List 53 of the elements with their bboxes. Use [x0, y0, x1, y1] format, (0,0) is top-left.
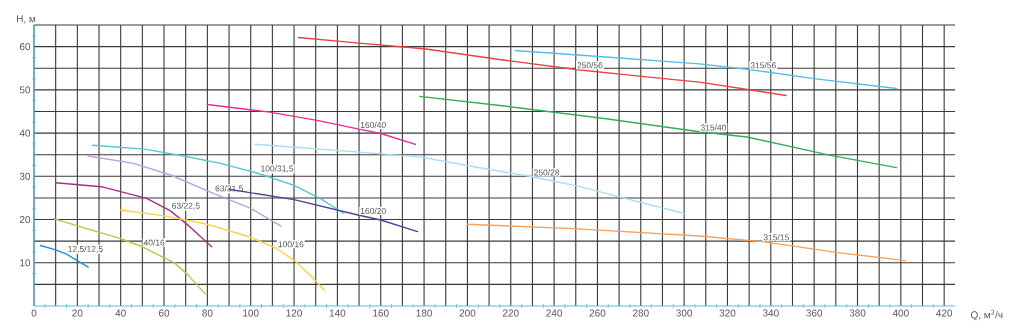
line-series	[419, 95, 898, 169]
x-tick-label: 140	[329, 309, 346, 317]
x-tick-label: 100	[243, 309, 259, 317]
line-series	[297, 36, 787, 97]
series-label: 100/31,5	[261, 165, 294, 173]
x-tick-label: 20	[72, 309, 83, 317]
y-tick-label: 30	[19, 172, 31, 180]
line-series	[52, 217, 206, 295]
x-tick-label: 240	[546, 309, 563, 317]
series-label: 12,5/12,5	[68, 245, 103, 253]
x-tick-label: 260	[589, 309, 606, 317]
line-series	[119, 209, 326, 291]
series-label: 315/15	[763, 234, 789, 241]
x-tick-label: 300	[676, 309, 693, 317]
series-label: 63/22,5	[172, 202, 200, 210]
line-series	[206, 103, 417, 146]
x-tick-label: 420	[936, 309, 953, 317]
y-tick-label: 40	[19, 129, 31, 137]
series-label: 315/40	[700, 124, 727, 131]
y-tick-label: 50	[19, 86, 31, 94]
series-label: 40/16	[143, 239, 165, 246]
line-series	[91, 144, 345, 215]
x-tick-label: 320	[719, 309, 736, 317]
x-tick-label: 0	[31, 309, 37, 317]
x-tick-label: 120	[286, 309, 302, 317]
x-tick-label: 200	[459, 309, 476, 317]
line-series	[514, 49, 898, 90]
x-tick-label: 60	[158, 309, 170, 317]
line-series	[466, 223, 906, 262]
y-axis-title: H, м	[17, 15, 36, 24]
x-tick-label: 80	[202, 309, 213, 317]
y-tick-label: 20	[19, 216, 31, 224]
series-label: 160/40	[360, 121, 386, 128]
x-tick-label: 180	[416, 309, 432, 317]
series-label: 250/28	[534, 169, 560, 176]
x-tick-label: 360	[806, 309, 823, 317]
series-label: 315/56	[750, 62, 776, 69]
y-tick-label: 10	[20, 259, 31, 267]
x-tick-label: 340	[762, 309, 779, 317]
series-label: 63/31,5	[215, 185, 243, 193]
x-tick-label: 380	[849, 309, 866, 317]
x-tick-label: 160	[373, 309, 389, 317]
series-label: 100/16	[278, 241, 304, 248]
line-series	[54, 182, 213, 248]
x-axis-title: Q, м$^{3}$/ч	[971, 309, 1003, 321]
x-tick-label: 400	[892, 309, 909, 317]
series-label: 250/56	[577, 62, 603, 69]
x-tick-label: 280	[632, 309, 649, 317]
series-label: 160/20	[360, 207, 386, 215]
y-tick-label: 60	[19, 43, 31, 51]
x-tick-label: 220	[502, 309, 519, 317]
line-series	[254, 143, 685, 215]
x-tick-label: 40	[115, 309, 126, 317]
